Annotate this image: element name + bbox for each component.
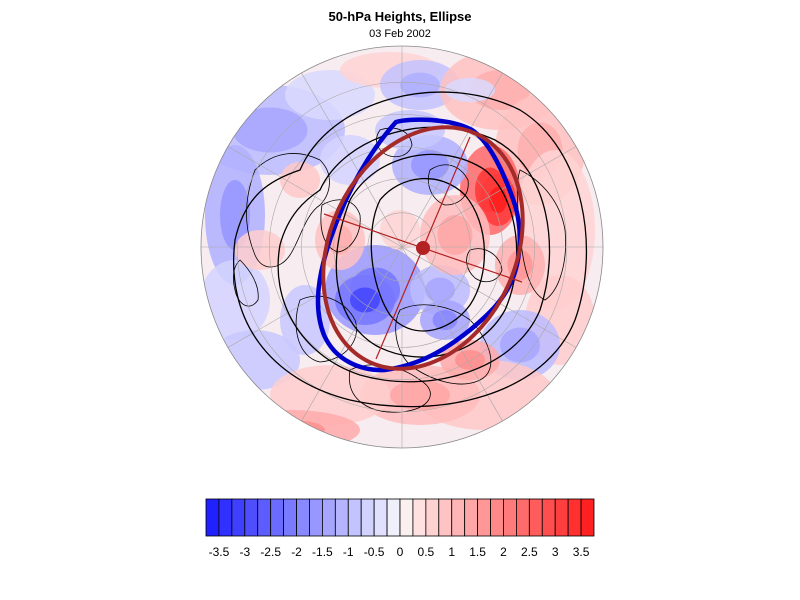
colorbar-swatch: [257, 498, 272, 537]
coastline-segment: [376, 127, 413, 158]
colorbar-tick-label: 2: [500, 545, 507, 559]
colorbar-tick-label: -3.5: [209, 545, 230, 559]
colorbar-swatch: [321, 498, 336, 537]
colorbar-swatch: [360, 498, 375, 537]
anomaly-core: [432, 310, 458, 330]
colorbar-tick-label: 3: [552, 545, 559, 559]
colorbar-swatch: [438, 498, 453, 537]
colorbar-swatch: [399, 498, 414, 537]
colorbar-swatch: [528, 498, 543, 537]
colorbar-swatch: [464, 498, 478, 537]
colorbar-swatch: [347, 498, 362, 537]
colorbar-swatch: [477, 498, 491, 537]
colorbar-swatch: [244, 498, 259, 537]
colorbar-swatch: [218, 498, 233, 537]
colorbar-tick-label: -1.5: [312, 545, 333, 559]
coastline-segment: [466, 248, 503, 283]
height-contour-line: [370, 177, 486, 332]
meridian-line: [401, 246, 577, 348]
colorbar-tick-label: 1: [448, 545, 455, 559]
colorbar-swatch: [554, 498, 569, 537]
colorbar-tick-label: -3: [239, 545, 250, 559]
colorbar-swatch: [309, 498, 323, 537]
anomaly-core: [411, 150, 449, 180]
coastline-segment: [246, 153, 330, 268]
anomaly-core: [489, 187, 507, 213]
ellipse-centroid: [416, 241, 430, 255]
colorbar-swatch: [541, 498, 556, 537]
anomaly-patch: [320, 135, 380, 185]
anomaly-core: [425, 277, 455, 303]
coastline-segment: [295, 295, 357, 363]
anomaly-patch: [280, 162, 320, 198]
map-date: 03 Feb 2002: [369, 28, 431, 40]
meridian-line: [401, 246, 503, 422]
map-title: 50-hPa Heights, Ellipse: [328, 9, 472, 24]
meridian-line: [301, 246, 403, 422]
colorbar-tick-label: 0: [397, 545, 404, 559]
colorbar-swatch: [425, 498, 440, 537]
colorbar-swatch: [205, 498, 220, 537]
anomaly-core: [390, 380, 450, 410]
colorbar-swatch: [567, 498, 582, 537]
colorbar-tick-label: 0.5: [418, 545, 435, 559]
height-contour-line: [335, 153, 518, 358]
anomaly-core: [437, 215, 473, 255]
meridian-line: [401, 72, 503, 248]
colorbar-tick-label: 3.5: [573, 545, 590, 559]
colorbar-swatch: [503, 498, 517, 537]
colorbar-tick-label: 1.5: [469, 545, 486, 559]
colorbar-swatch: [296, 498, 310, 537]
globe-outline: [200, 45, 604, 449]
coastline-segment: [428, 164, 469, 206]
anomaly-core: [400, 72, 440, 98]
anomaly-core: [350, 287, 380, 313]
colorbar-swatch: [373, 498, 388, 537]
colorbar-swatch: [412, 498, 427, 537]
anomaly-patch: [201, 260, 270, 340]
colorbar-tick-label: -0.5: [364, 545, 385, 559]
colorbar-swatch: [270, 498, 284, 537]
colorbar-swatch: [490, 498, 504, 537]
colorbar-swatch: [580, 498, 595, 537]
colorbar-tick-label: -2.5: [260, 545, 281, 559]
colorbar-tick-label: 2.5: [521, 545, 538, 559]
colorbar-swatch: [386, 498, 401, 537]
anomaly-core: [232, 107, 308, 153]
colorbar-swatch: [451, 498, 466, 537]
anomaly-patch: [235, 230, 285, 270]
colorbar-swatch: [516, 498, 530, 537]
anomaly-core: [220, 180, 250, 250]
colorbar-boxes: [205, 498, 595, 537]
meridian-line: [301, 72, 403, 248]
colorbar-swatch: [334, 498, 349, 537]
colorbar-swatch: [283, 498, 297, 537]
colorbar-labels: -3.5 -3 -2.5 -2 -1.5 -1 -0.5 0 0.5 1 1.5 2 2.5 3 3.5: [209, 545, 590, 559]
fitted-ellipse: [321, 125, 525, 371]
colorbar-tick-label: -2: [291, 545, 302, 559]
height-contour-line: [233, 91, 588, 408]
colorbar-swatch: [231, 498, 246, 537]
anomaly-patch: [285, 70, 375, 120]
anomaly-core: [500, 327, 540, 363]
colorbar-tick-label: -1: [343, 545, 354, 559]
